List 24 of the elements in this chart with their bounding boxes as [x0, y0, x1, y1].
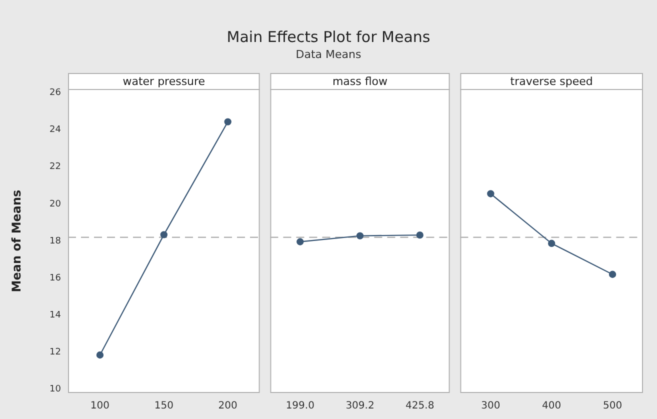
x-tick-label: 500: [602, 400, 622, 412]
text: Main Effects Plot for Means: [226, 28, 432, 46]
y-axis-title: Mean of Means: [9, 190, 24, 292]
x-tick-label: 199.0: [286, 400, 314, 412]
y-tick-label: 10: [50, 384, 62, 395]
text: Data Means: [294, 48, 362, 61]
x-axis-title: traverse speed: [510, 74, 593, 88]
y-tick-label: 12: [50, 348, 61, 358]
y-tick-label: 26: [50, 88, 62, 98]
y-tick-label: 24: [50, 125, 62, 136]
x-axis-title: mass flow: [332, 74, 388, 88]
x-tick-label: 200: [218, 400, 238, 412]
x-tick-label: 400: [542, 400, 562, 412]
x-tick-label: 150: [154, 400, 174, 412]
x-tick-label: 309.2: [346, 400, 374, 412]
y-tick-label: 18: [50, 236, 62, 246]
y-tick-label: 16: [50, 273, 62, 284]
x-tick-label: 425.8: [406, 400, 434, 412]
x-axis-title: water pressure: [122, 74, 206, 88]
x-tick-label: 100: [90, 400, 110, 412]
y-tick-label: 20: [50, 199, 62, 210]
x-tick-label: 300: [481, 400, 500, 412]
y-tick-label: 22: [50, 162, 61, 172]
y-tick-label: 14: [50, 310, 62, 320]
